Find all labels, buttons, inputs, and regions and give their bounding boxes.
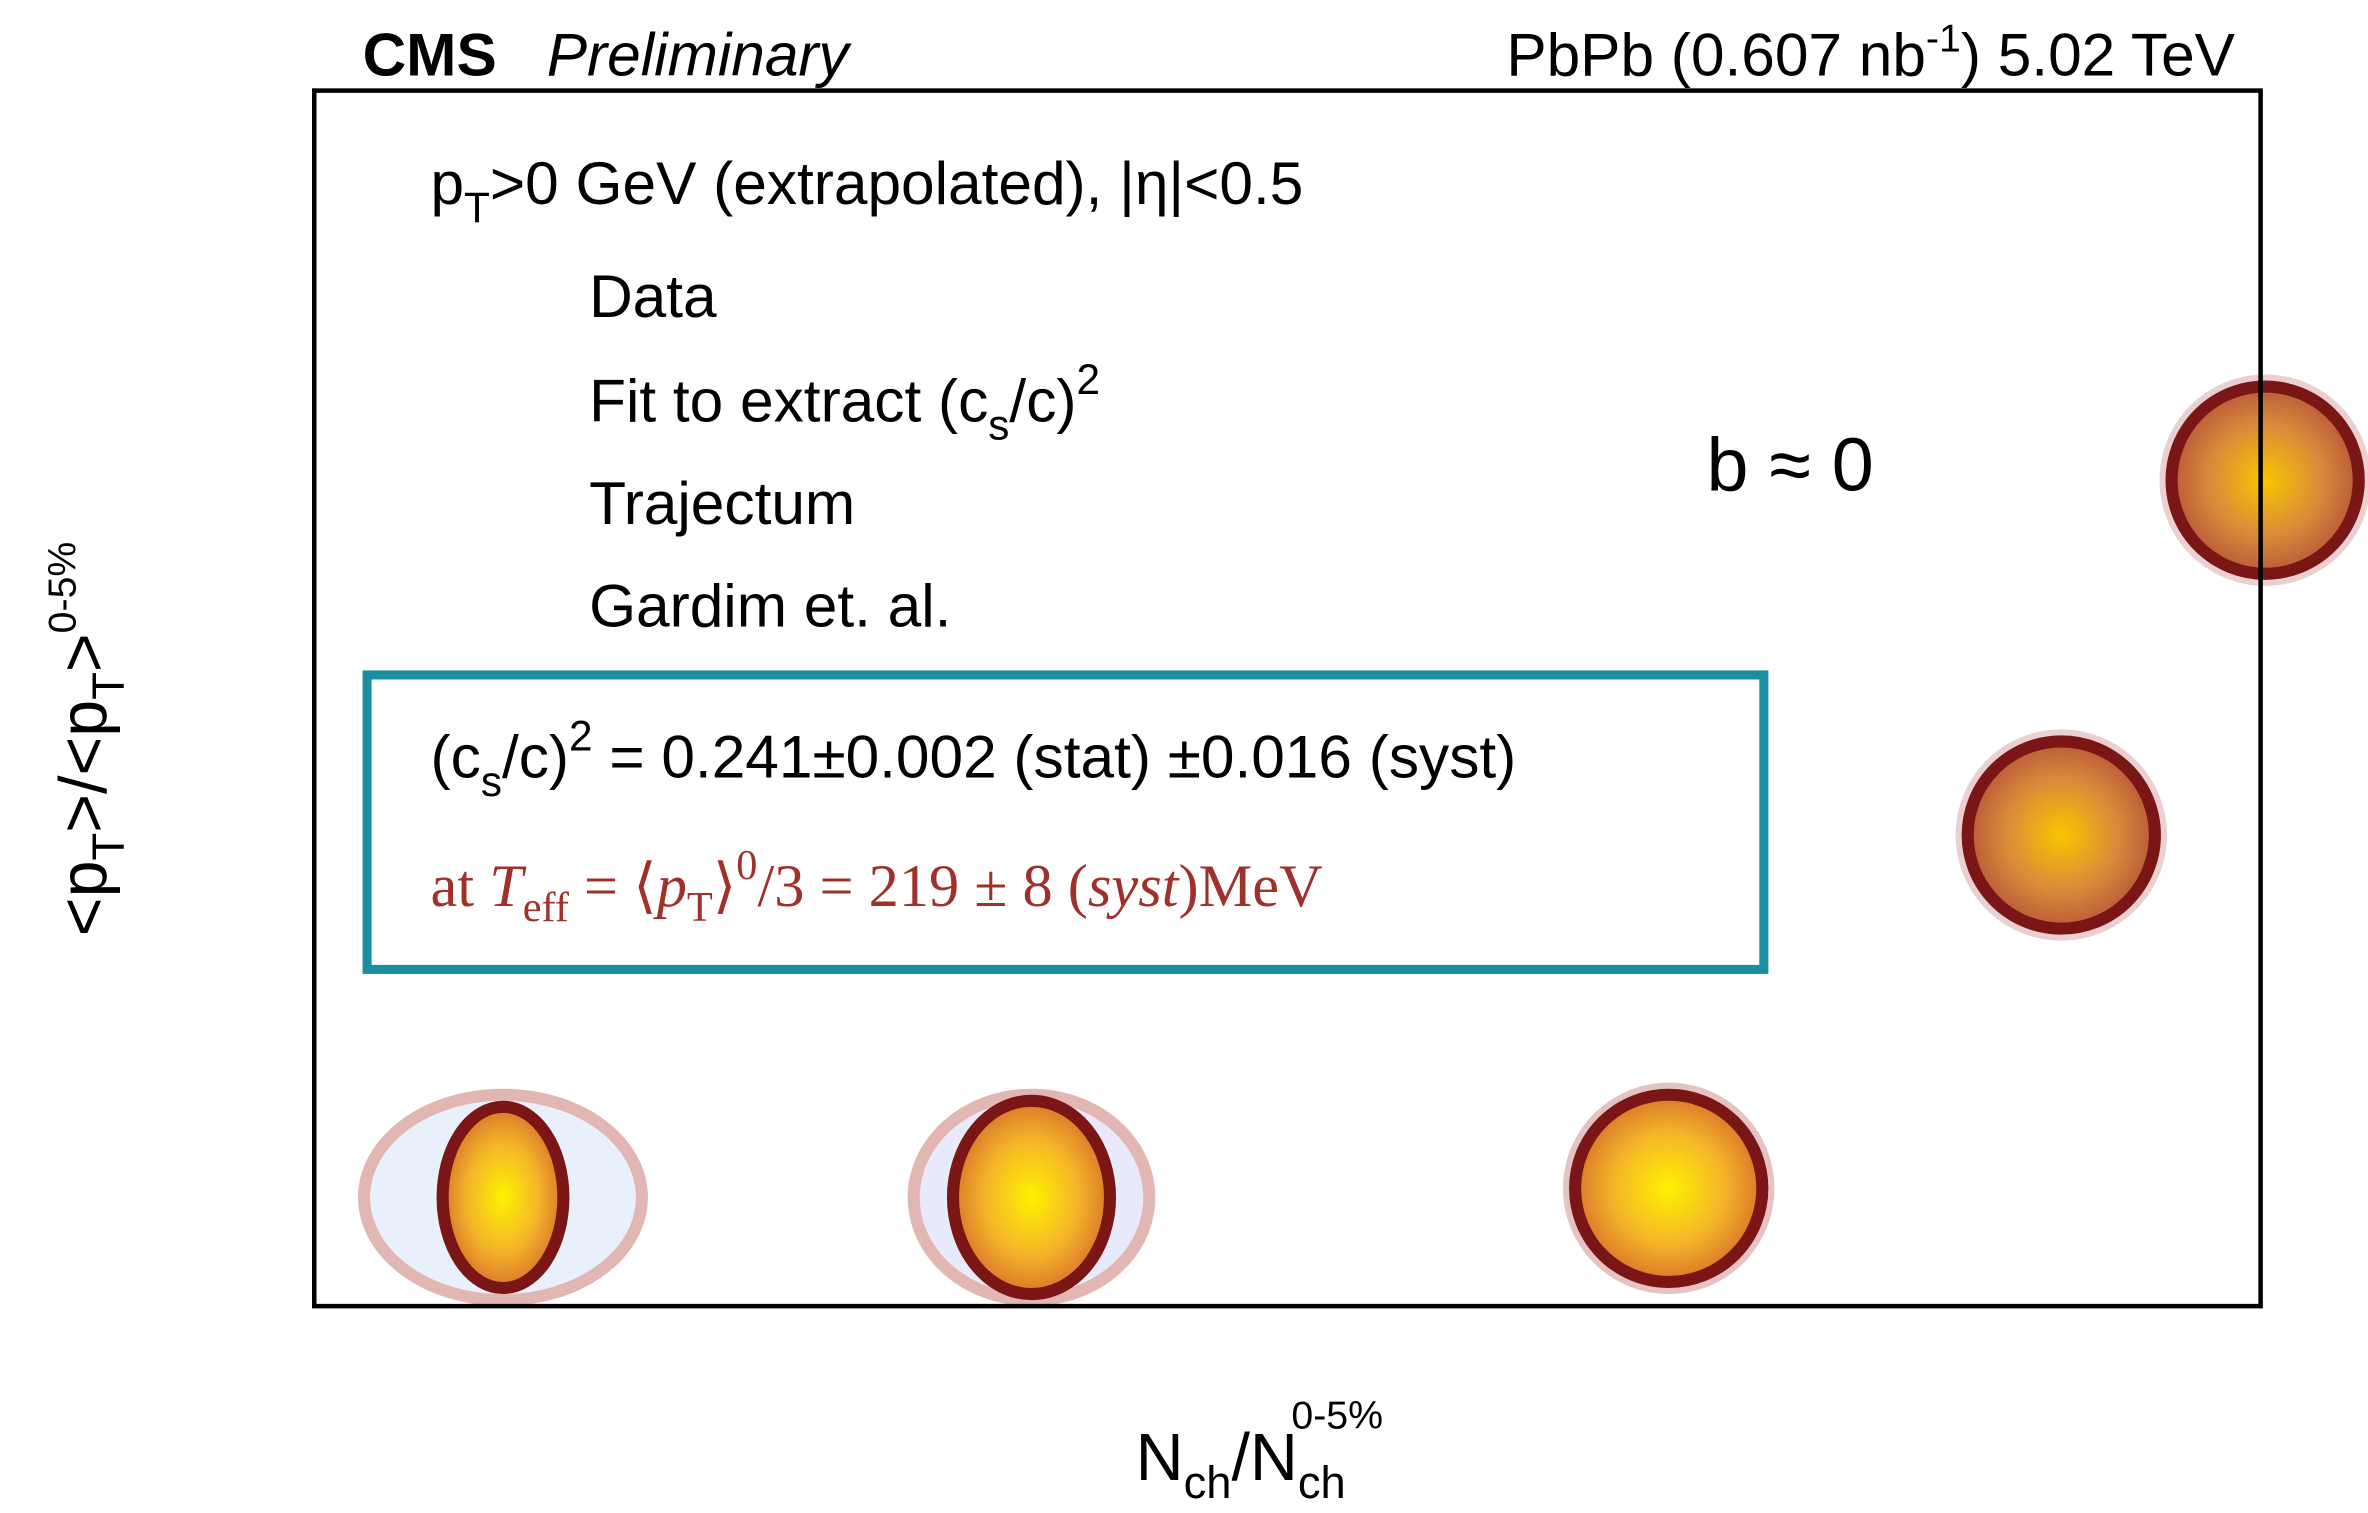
text-part: <p (47, 860, 121, 936)
superscript: 0 (736, 842, 757, 889)
text-part: )MeV (1178, 853, 1322, 920)
text-part: syst (1088, 853, 1180, 920)
legend-label: Trajectum (589, 469, 855, 537)
nucleus-overlap (2172, 387, 2359, 574)
text-part: > (47, 633, 121, 672)
temperature-text: at Teff = ⟨pT⟩0/3 = 219 ± 8 (syst)MeV (431, 842, 1323, 931)
text-part: /c) (502, 723, 569, 791)
text-part: >0 GeV (extrapolated), |η|<0.5 (490, 149, 1303, 217)
superscript: 0-5% (41, 542, 85, 634)
text-part: at (431, 853, 490, 920)
nucleus-overlap (953, 1101, 1110, 1294)
page: {"chart_data": { "type": "line", "title"… (0, 0, 2368, 1513)
y-axis-label: <pT>/<pT>0-5% (41, 542, 134, 937)
subscript: T (464, 184, 490, 231)
superscript: 2 (569, 712, 593, 759)
nucleus-overlap (443, 1107, 564, 1288)
subscript: s (481, 758, 502, 805)
subscript: ch (1298, 1457, 1346, 1508)
subscript: ch (1184, 1457, 1232, 1508)
chart-subtitle: Preliminary (547, 20, 853, 88)
chart-title: CMS (363, 20, 497, 88)
chart: CMS Preliminary PbPb (0.607 nb-1) 5.02 T… (0, 0, 2368, 1513)
annotation: b ≈ 0 (1706, 423, 1873, 507)
text-part: = 0.241±0.002 (stat) ±0.016 (syst) (593, 723, 1517, 791)
text-part: ) 5.02 TeV (1961, 20, 2235, 88)
text-part: N (1136, 1421, 1184, 1495)
result-text: (cs/c)2 = 0.241±0.002 (stat) ±0.016 (sys… (431, 712, 1517, 804)
subscript: T (83, 833, 134, 861)
nucleus-overlap (1575, 1095, 1762, 1282)
text-part: /3 = 219 ± 8 ( (757, 853, 1087, 920)
text-part: Fit to extract (c (589, 366, 988, 434)
legend-label: Gardim et. al. (589, 572, 951, 640)
text-part: PbPb (0.607 nb (1506, 20, 1926, 88)
text-part: ⟩ (713, 853, 737, 920)
superscript: 0-5% (1291, 1393, 1383, 1437)
dataset-label: PbPb (0.607 nb-1) 5.02 TeV (1506, 16, 2235, 88)
text-part: p (431, 149, 465, 217)
superscript: 2 (1077, 356, 1101, 403)
superscript: -1 (1926, 16, 1961, 60)
text-part: = ⟨ (569, 853, 657, 920)
text-part: (c (431, 723, 481, 791)
legend-label: Fit to extract (cs/c)2 (589, 356, 1100, 448)
legend-label: Data (589, 262, 717, 330)
subscript: s (988, 401, 1009, 448)
subscript: T (687, 884, 713, 931)
text-part: p (653, 853, 687, 920)
text-part: T (489, 853, 527, 920)
subscript: T (83, 672, 134, 700)
text-part: /c) (1009, 366, 1076, 434)
legend-header: pT>0 GeV (extrapolated), |η|<0.5 (431, 149, 1304, 231)
x-axis-label: Nch/Nch 0-5% (1136, 1393, 1383, 1507)
subscript: eff (523, 884, 570, 931)
nucleus-overlap (1968, 741, 2155, 928)
text-part: >/<p (47, 700, 121, 833)
text-part: /N (1231, 1421, 1297, 1495)
